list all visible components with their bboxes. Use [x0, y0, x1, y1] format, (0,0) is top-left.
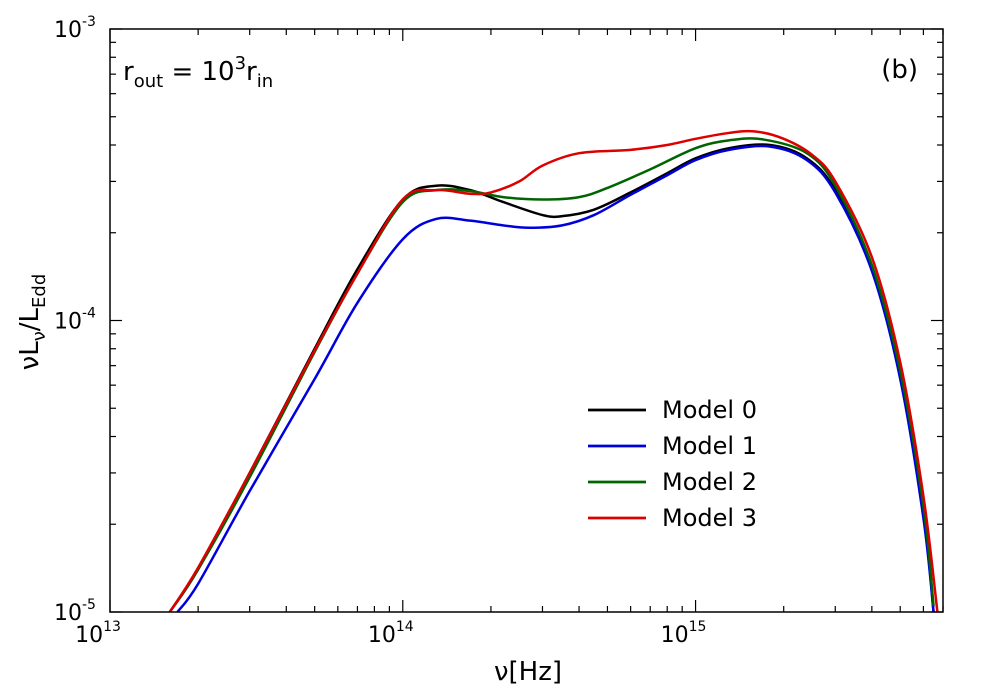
y-axis-title: νLν/LEdd: [15, 274, 50, 371]
series-line-model-1: [176, 144, 935, 612]
x-tick-labels: 1013 1014 1015: [75, 619, 706, 648]
legend-label: Model 1: [662, 432, 757, 460]
x-tick-base: 10: [75, 623, 103, 648]
y-tick-base: 10: [54, 601, 82, 626]
annot-r1: r: [123, 57, 134, 87]
axis-ticks: [109, 28, 944, 613]
y-tick-base: 10: [54, 18, 82, 43]
legend-label: Model 0: [662, 396, 757, 424]
panel-label: (b): [881, 55, 918, 85]
y-tick-base: 10: [54, 310, 82, 335]
y-axis-title-mid: /L: [15, 307, 45, 331]
y-tick-exp: -4: [82, 306, 96, 322]
y-axis-title-main: νL: [15, 341, 45, 371]
x-tick-base: 10: [661, 623, 689, 648]
x-tick-label: 1015: [661, 619, 707, 648]
legend-label: Model 3: [662, 504, 757, 532]
y-tick-label: 10-3: [54, 14, 96, 43]
x-tick-exp: 13: [103, 619, 121, 635]
x-tick-base: 10: [368, 623, 396, 648]
y-tick-exp: -5: [82, 597, 96, 613]
annot-eq: = 10: [163, 57, 234, 87]
plot-frame: [109, 28, 944, 613]
y-tick-label: 10-4: [54, 306, 96, 335]
legend-label: Model 2: [662, 468, 757, 496]
annot-sub1: out: [134, 71, 163, 92]
series-line-model-2: [168, 137, 935, 612]
x-tick-label: 1013: [75, 619, 121, 648]
x-tick-exp: 14: [396, 619, 414, 635]
series-line-model-0: [168, 143, 935, 612]
radius-annotation: rout = 103rin: [123, 53, 273, 92]
annot-sup: 3: [235, 53, 246, 74]
annot-sub2: in: [257, 71, 273, 92]
y-axis-title-sub2: Edd: [29, 274, 50, 308]
x-tick-label: 1014: [368, 619, 414, 648]
x-axis-title: ν[Hz]: [494, 657, 562, 687]
legend: Model 0 Model 1 Model 2 Model 3: [588, 396, 757, 532]
y-axis-title-sub1: ν: [29, 331, 50, 341]
y-tick-labels: 10-510-410-3: [54, 14, 96, 626]
annot-r2: r: [246, 57, 257, 87]
x-tick-exp: 15: [689, 619, 707, 635]
series-layer: [168, 129, 939, 612]
y-tick-exp: -3: [82, 14, 96, 30]
y-tick-label: 10-5: [54, 597, 96, 626]
series-line-model-3: [168, 129, 939, 612]
